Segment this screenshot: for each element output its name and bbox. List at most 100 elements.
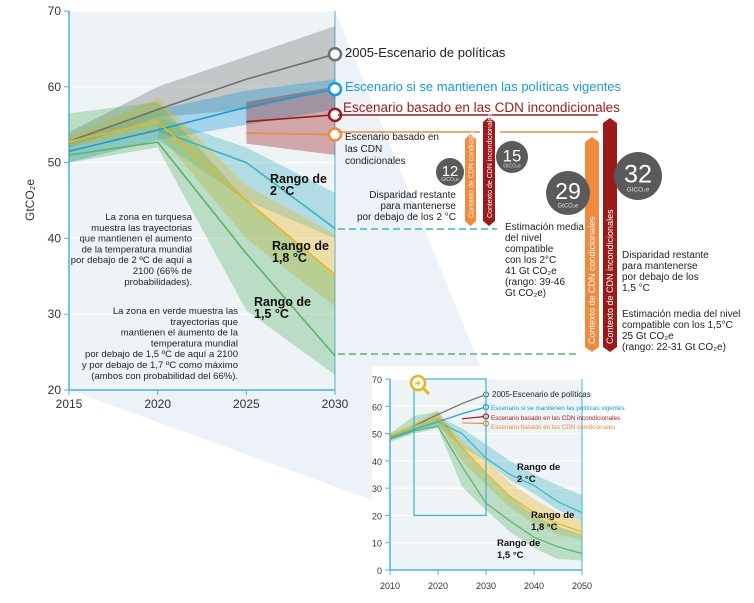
bar-conditional-2c [465, 134, 476, 226]
gap-1-5c-conditional-value: 29 [555, 178, 581, 204]
range-label-1-8c: 1,8 °C [272, 251, 307, 265]
gap-2c-unconditional-unit: GtCO₂e [503, 163, 521, 169]
x-tick-label: 2015 [56, 397, 83, 411]
series-line [246, 132, 336, 136]
y-tick-label: 70 [372, 375, 382, 385]
series-end-marker [327, 46, 343, 62]
gap-2c-text: para mantenerse [380, 201, 456, 212]
note-turquoise: La zona en turquesa [105, 212, 192, 223]
label-conditional: condicionales [345, 156, 406, 167]
series-band [390, 417, 582, 521]
bar-conditional-2c-label: Contexto de CDN condicionales [469, 118, 476, 218]
gap-2c-text: por debajo de los 2 °C [357, 212, 456, 223]
gap-2c-conditional [436, 158, 464, 186]
series-band [69, 79, 335, 163]
series-line [157, 129, 336, 230]
y-tick-label: 30 [372, 484, 382, 494]
note-green: (ambos con probabilidad del 66%). [91, 371, 238, 382]
gap-1-5c-text: Disparidad restante [622, 250, 709, 261]
estimate-2c-value: 41 Gt CO₂e [505, 266, 557, 277]
estimate-1-5c-text: compatible con los 1,5°C [622, 320, 733, 331]
estimate-2c-text: compatible [505, 244, 554, 255]
inset-label-current: Escenario si se mantienen las políticas … [491, 405, 625, 412]
y-axis-label: GtCO₂e [23, 179, 37, 221]
note-turquoise: que mantienen el aumento [80, 234, 193, 245]
x-tick-label: 2020 [144, 397, 171, 411]
estimate-2c-range: Gt CO₂e) [505, 288, 546, 299]
gap-1-5c-text: 1,5 °C [622, 283, 650, 294]
note-turquoise: probabilidades). [124, 277, 192, 288]
magnifier-plus-icon[interactable]: + [409, 374, 431, 396]
y-tick-label: 30 [48, 307, 62, 321]
x-tick-label: 2030 [476, 581, 496, 591]
label-current-policies: Escenario si se mantienen las políticas … [345, 79, 622, 94]
label-conditional: Escenario basado en [345, 132, 439, 143]
range-label-1-8c: Rango de [272, 239, 329, 253]
series-line [461, 415, 487, 420]
estimate-1-5c-value: 25 Gt CO₂e [622, 331, 674, 342]
zoom-window[interactable] [413, 378, 487, 517]
range-label-1-5c: Rango de [254, 295, 311, 309]
inset-range-2c: Rango de [517, 462, 560, 473]
gap-1-5c-unconditional-unit: GtCO₂e [627, 187, 650, 194]
note-turquoise: por debajo de 2 ºC de aquí a [71, 255, 193, 266]
x-tick-label: 2040 [524, 581, 544, 591]
svg-text:+: + [415, 378, 421, 390]
series-line [68, 120, 336, 276]
note-green: trayectorias que [170, 317, 238, 328]
bar-unconditional-2c [483, 117, 495, 226]
series-end-marker [327, 81, 343, 97]
x-tick-label: 2050 [572, 581, 592, 591]
gap-1-5c-unconditional-value: 32 [624, 161, 652, 189]
y-tick-label: 20 [372, 511, 382, 521]
gap-2c-conditional-unit: GtCO₂e [441, 177, 459, 183]
note-turquoise: 2100 (66% de [133, 266, 192, 277]
series-band [69, 98, 335, 307]
inset-label-unconditional: Escenario basado en las CDN incondiciona… [491, 415, 620, 422]
range-label-2c: 2 °C [270, 184, 294, 198]
inset-range-1-8c: Rango de [531, 510, 574, 521]
series-band [69, 101, 335, 375]
bar-unconditional-1-5c [603, 118, 617, 352]
y-tick-label: 10 [372, 539, 382, 549]
label-conditional: las CDN [345, 144, 382, 155]
estimate-2c-text: Estimación media [505, 222, 584, 233]
gap-1-5c-text: por debajo de los [622, 272, 699, 283]
annotations: 2005-Escenario de políticas Escenario si … [338, 45, 740, 355]
y-tick-label: 50 [372, 430, 382, 440]
gap-2c-unconditional-value: 15 [503, 146, 522, 165]
gap-1-5c-conditional-unit: GtCO₂e [558, 203, 579, 209]
series-line [68, 141, 336, 357]
series-line [246, 114, 336, 123]
label-2005-policies: 2005-Escenario de políticas [345, 45, 506, 60]
y-tick-label: 20 [48, 383, 62, 397]
note-green: mantienen el aumento de la [121, 328, 239, 339]
bar-unconditional-2c-label: Contexto de CDN incondicionales [487, 113, 494, 218]
series-line [413, 393, 487, 427]
y-tick-label: 60 [48, 80, 62, 94]
gap-2c-conditional-value: 12 [442, 164, 458, 180]
inset-label-2005: 2005-Escenario de políticas [492, 390, 591, 399]
gap-1-5c-text: para mantenerse [622, 261, 698, 272]
x-tick-label: 2010 [380, 581, 400, 591]
series-line [68, 88, 336, 153]
note-green: temperatura mundial [151, 338, 238, 349]
series-band [157, 117, 335, 239]
plot-background [69, 11, 335, 390]
y-tick-label: 0 [377, 566, 382, 576]
note-green: y por debajo de 1,7 ºC como máximo [82, 360, 238, 371]
x-tick-label: 2020 [428, 581, 448, 591]
gap-2c-unconditional [496, 141, 528, 173]
note-green: por debajo de 1,5 ºC de aquí a 2100 [85, 349, 238, 360]
estimate-2c-text: del nivel [505, 233, 542, 244]
series-end-marker [327, 127, 343, 142]
bar-unconditional-1-5c-label: Contexto de CDN incondicionales [605, 209, 615, 344]
estimate-2c-range: (rango: 39-46 [505, 277, 565, 288]
inset-range-1-5c: 1,5 °C [497, 550, 524, 561]
range-label-1-5c: 1,5 °C [254, 307, 289, 321]
gap-2c-text: Disparidad restante [369, 190, 456, 201]
series-line [68, 53, 336, 143]
inset-label-conditional: Escenario basado en las CDN condicionale… [491, 424, 615, 431]
